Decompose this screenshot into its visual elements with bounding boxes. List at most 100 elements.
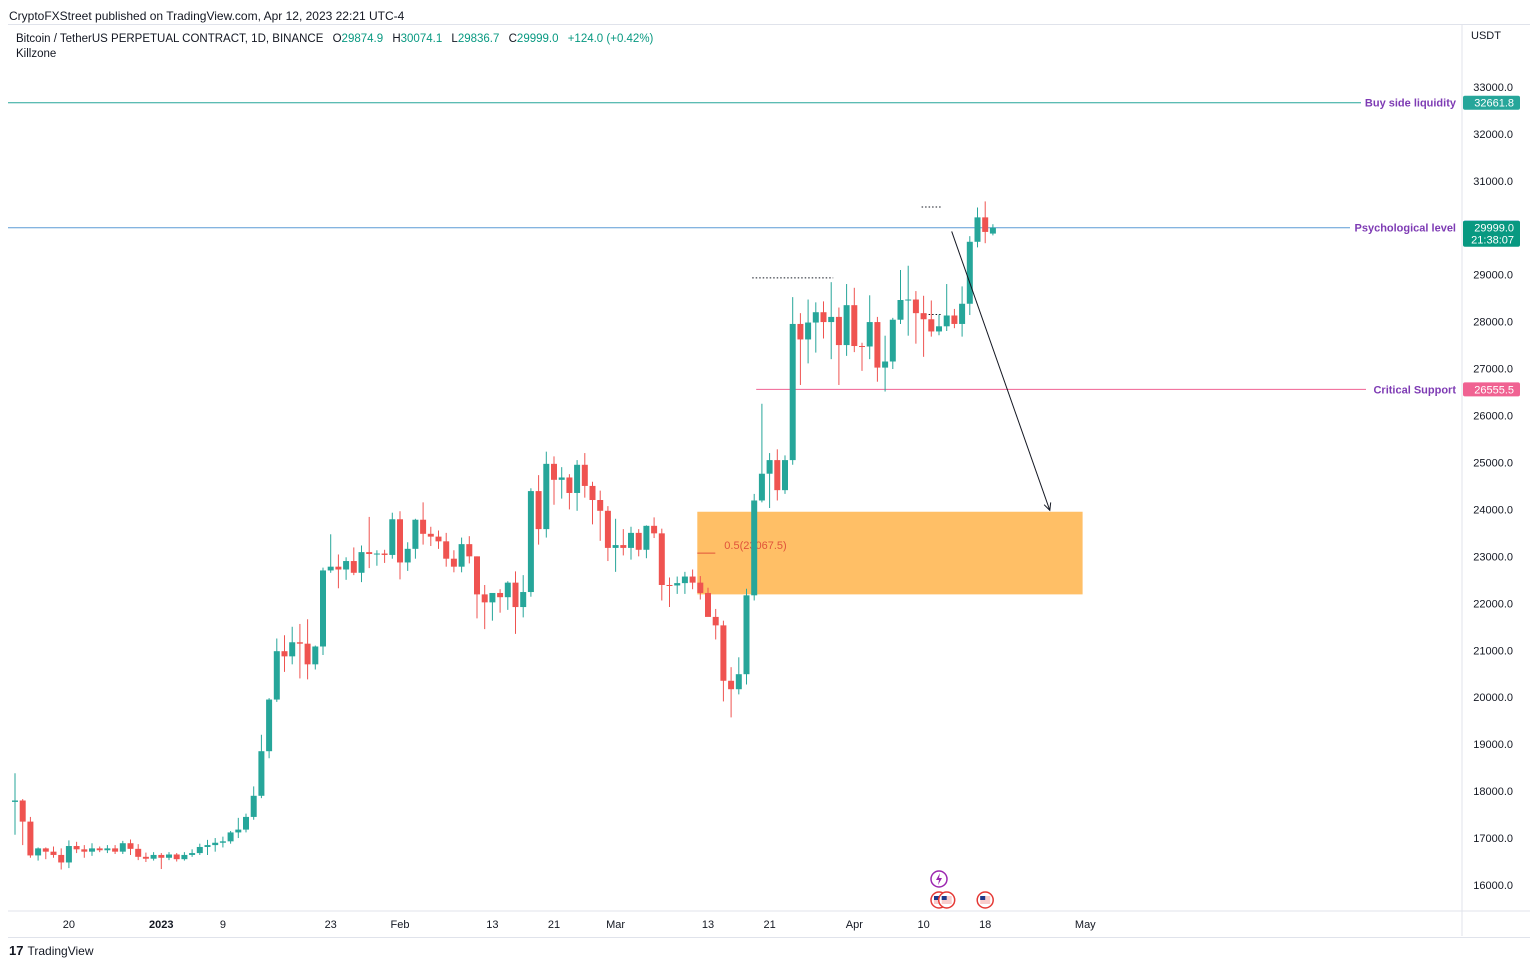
current-price-tag bbox=[1463, 220, 1520, 247]
candle-body bbox=[96, 848, 103, 851]
candle-body bbox=[897, 300, 904, 320]
candle-body bbox=[304, 643, 311, 665]
y-tick-label: 21000.0 bbox=[1473, 645, 1513, 657]
x-tick-label: 2023 bbox=[149, 919, 173, 931]
projection-arrow-line bbox=[951, 231, 1051, 511]
level-price-tag bbox=[1463, 382, 1520, 397]
level-label: Critical Support bbox=[1373, 384, 1456, 396]
candle-body bbox=[204, 845, 211, 847]
candle-body bbox=[951, 315, 958, 324]
candle-body bbox=[58, 854, 65, 863]
candle-body bbox=[412, 519, 419, 549]
candle-body bbox=[805, 322, 812, 340]
candle-body bbox=[635, 532, 642, 550]
candle-body bbox=[658, 533, 665, 585]
candle-body bbox=[782, 460, 788, 491]
candle-body bbox=[766, 460, 773, 474]
level-label: Buy side liquidity bbox=[1365, 98, 1457, 110]
candle-body bbox=[851, 305, 858, 347]
candle-body bbox=[150, 854, 157, 859]
publisher-info: CryptoFXStreet published on TradingView.… bbox=[9, 9, 405, 23]
candle-body bbox=[350, 561, 357, 573]
candle-body bbox=[566, 477, 573, 493]
candle-body bbox=[843, 305, 850, 346]
candle-body bbox=[266, 699, 273, 752]
candle-body bbox=[558, 477, 565, 480]
symbol-title[interactable]: Bitcoin / TetherUS PERPETUAL CONTRACT, 1… bbox=[16, 33, 324, 45]
current-price-value: 29999.0 bbox=[1474, 223, 1514, 235]
tradingview-logo-icon: 17 bbox=[9, 943, 24, 958]
candle-body bbox=[373, 553, 380, 555]
y-tick-label: 24000.0 bbox=[1473, 504, 1513, 516]
candle-body bbox=[481, 594, 488, 603]
candle-body bbox=[681, 576, 688, 584]
x-tick-label: May bbox=[1075, 919, 1096, 931]
candle-body bbox=[258, 751, 265, 796]
candle-body bbox=[250, 795, 257, 817]
candle-body bbox=[581, 464, 588, 486]
flag-canton-icon bbox=[941, 896, 947, 900]
y-tick-label: 22000.0 bbox=[1473, 598, 1513, 610]
candle-body bbox=[720, 625, 727, 681]
candle-body bbox=[828, 316, 835, 323]
candle-body bbox=[497, 592, 504, 598]
candle-body bbox=[397, 519, 403, 563]
current-price-countdown: 21:38:07 bbox=[1471, 235, 1514, 247]
y-tick-label: 16000.0 bbox=[1473, 880, 1513, 892]
flag-canton-icon bbox=[980, 896, 986, 900]
candle-body bbox=[450, 558, 457, 567]
projection-arrow-head bbox=[1043, 502, 1052, 512]
candle-body bbox=[504, 582, 511, 598]
candle-body bbox=[912, 299, 919, 314]
candle-body bbox=[643, 525, 650, 550]
level-price-tag bbox=[1463, 95, 1520, 110]
tradingview-footer: 17 TradingView bbox=[9, 943, 94, 958]
candle-body bbox=[928, 319, 935, 332]
level-label: Psychological level bbox=[1355, 223, 1457, 235]
y-tick-label: 27000.0 bbox=[1473, 364, 1513, 376]
candle-body bbox=[227, 832, 234, 842]
candle-body bbox=[366, 552, 373, 555]
candle-body bbox=[835, 316, 842, 346]
candle-body bbox=[728, 680, 735, 690]
candle-body bbox=[712, 616, 719, 626]
candle-body bbox=[73, 846, 80, 850]
high-label: H bbox=[392, 33, 401, 45]
candle-body bbox=[820, 312, 827, 323]
candle-body bbox=[520, 592, 527, 608]
currency-label: USDT bbox=[1471, 30, 1501, 42]
x-tick-label: Mar bbox=[606, 919, 625, 931]
candle-body bbox=[427, 533, 434, 537]
y-tick-label: 20000.0 bbox=[1473, 692, 1513, 704]
y-tick-label: 26000.0 bbox=[1473, 411, 1513, 423]
candle-body bbox=[212, 842, 219, 846]
candle-body bbox=[966, 241, 973, 304]
candle-body bbox=[12, 800, 18, 802]
candle-body bbox=[905, 299, 912, 301]
candle-body bbox=[743, 595, 750, 675]
candle-body bbox=[166, 854, 172, 858]
candle-body bbox=[774, 460, 781, 491]
indicator-name[interactable]: Killzone bbox=[16, 48, 57, 60]
low-value: 29836.7 bbox=[457, 33, 500, 45]
candle-body bbox=[574, 464, 581, 493]
candle-body bbox=[959, 303, 966, 324]
candle-body bbox=[989, 227, 996, 234]
candle-body bbox=[982, 217, 989, 232]
candle-body bbox=[119, 843, 126, 852]
candle-body bbox=[420, 519, 427, 534]
x-tick-label: 21 bbox=[763, 919, 775, 931]
low-label: L bbox=[451, 33, 458, 45]
flag-canton-icon bbox=[934, 896, 939, 900]
level-price-tag-text: 32661.8 bbox=[1474, 98, 1514, 110]
x-tick-label: 20 bbox=[63, 919, 75, 931]
candle-body bbox=[358, 552, 365, 573]
candle-body bbox=[812, 312, 819, 323]
candle-body bbox=[89, 848, 95, 852]
candle-body bbox=[27, 821, 34, 856]
y-tick-label: 19000.0 bbox=[1473, 739, 1513, 751]
candle-body bbox=[651, 525, 658, 534]
candle-body bbox=[320, 570, 326, 647]
candle-body bbox=[112, 848, 119, 852]
